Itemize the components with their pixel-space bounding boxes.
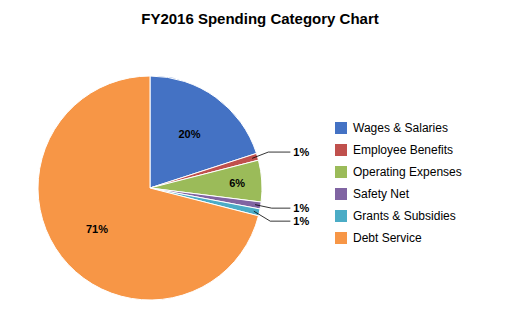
- pie-slice: [38, 76, 258, 300]
- legend-label: Safety Net: [353, 187, 410, 201]
- legend-item: Operating Expenses: [335, 165, 462, 179]
- legend-label: Debt Service: [353, 231, 422, 245]
- legend-item: Employee Benefits: [335, 143, 453, 157]
- legend-label: Employee Benefits: [353, 143, 453, 157]
- pie: 20%1%6%1%1%71%: [38, 76, 309, 300]
- legend-item: Debt Service: [335, 231, 422, 245]
- chart-svg: FY2016 Spending Category Chart20%1%6%1%1…: [0, 0, 520, 333]
- data-label: 6%: [229, 177, 245, 189]
- data-label: 1%: [293, 146, 309, 158]
- legend-item: Wages & Salaries: [335, 121, 448, 135]
- legend-label: Wages & Salaries: [353, 121, 448, 135]
- data-label: 1%: [293, 202, 309, 214]
- data-label: 20%: [178, 128, 200, 140]
- legend-swatch: [335, 188, 347, 200]
- legend-swatch: [335, 144, 347, 156]
- leader-line: [254, 211, 291, 221]
- chart-container: FY2016 Spending Category Chart20%1%6%1%1…: [0, 0, 520, 333]
- leader-line: [255, 205, 290, 209]
- legend-label: Grants & Subsidies: [353, 209, 456, 223]
- legend-item: Safety Net: [335, 187, 410, 201]
- data-label: 71%: [86, 223, 108, 235]
- legend-swatch: [335, 232, 347, 244]
- legend-label: Operating Expenses: [353, 165, 462, 179]
- legend-swatch: [335, 122, 347, 134]
- leader-line: [252, 152, 290, 158]
- data-label: 1%: [293, 215, 309, 227]
- legend-swatch: [335, 210, 347, 222]
- slices: [38, 76, 262, 300]
- data-labels: 20%1%6%1%1%71%: [86, 128, 310, 236]
- legend-item: Grants & Subsidies: [335, 209, 456, 223]
- legend-swatch: [335, 166, 347, 178]
- legend: Wages & Salaries Employee Benefits Operati…: [335, 121, 462, 245]
- chart-title: FY2016 Spending Category Chart: [141, 10, 379, 27]
